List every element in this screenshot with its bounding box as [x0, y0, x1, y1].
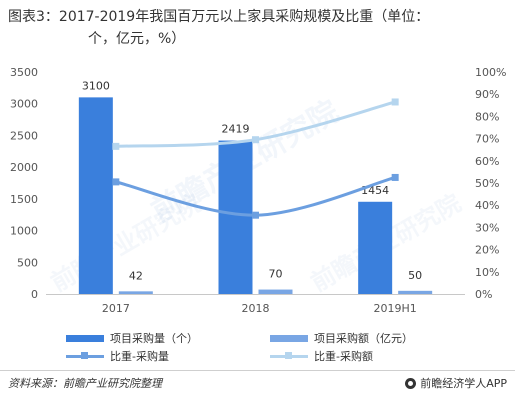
legend-item-bar-amount: 项目采购额（亿元）: [270, 330, 413, 346]
chart-title-line1: 图表3：2017-2019年我国百万元以上家具采购规模及比重（单位：: [8, 9, 430, 25]
data-label: 42: [129, 269, 143, 282]
y-left-tick-label: 2500: [10, 129, 38, 142]
watermark-text: 前瞻产业研究院: [46, 189, 205, 297]
data-label: 1454: [361, 184, 389, 197]
legend-label-bar-amount: 项目采购额（亿元）: [314, 332, 413, 345]
x-tick-label: 2018: [242, 302, 270, 315]
legend-item-bar-count: 项目采购量（个）: [66, 330, 198, 346]
chart-title-line2: 个，亿元，%）: [88, 31, 186, 47]
y-left-tick-label: 3000: [10, 98, 38, 111]
line-share-amount-point: [252, 136, 259, 144]
legend-label-line-count: 比重-采购量: [110, 350, 169, 363]
line-share-count-point: [391, 173, 399, 181]
source-note: 资料来源：前瞻产业研究院整理: [8, 377, 162, 390]
line-share-count-point: [112, 178, 120, 186]
y-right-tick-label: 30%: [475, 221, 499, 234]
line-share-amount-point: [112, 142, 120, 150]
bar-amount: [258, 289, 293, 294]
data-label: 50: [408, 269, 422, 282]
brand-credit: 前瞻经济学人APP: [405, 375, 507, 391]
bar-amount: [398, 290, 433, 294]
legend-swatch-line-amount: [270, 352, 308, 359]
line-share-amount-point: [391, 98, 399, 106]
bar-count: [78, 97, 113, 294]
legend-swatch-bar-amount: [270, 334, 308, 342]
line-share-count-point: [252, 211, 259, 219]
x-tick-label: 2019H1: [374, 302, 417, 315]
y-right-tick-label: 80%: [475, 110, 499, 123]
y-right-tick-label: 60%: [475, 155, 499, 168]
y-right-tick-label: 40%: [475, 199, 499, 212]
footer-divider: [0, 370, 515, 371]
brand-logo-icon: [405, 377, 417, 389]
bar-amount: [118, 291, 153, 294]
data-label: 70: [269, 268, 283, 281]
legend-swatch-line-count: [66, 352, 104, 359]
legend-item-line-count: 比重-采购量: [66, 348, 169, 364]
bar-count: [358, 201, 393, 294]
brand-label: 前瞻经济学人APP: [420, 377, 507, 390]
y-right-tick-label: 90%: [475, 88, 499, 101]
y-right-tick-label: 10%: [475, 266, 499, 279]
y-left-tick-label: 2000: [10, 161, 38, 174]
y-right-tick-label: 70%: [475, 133, 499, 146]
legend-label-line-amount: 比重-采购额: [314, 350, 373, 363]
legend-label-bar-count: 项目采购量（个）: [110, 332, 198, 345]
y-left-tick-label: 500: [17, 256, 38, 269]
y-right-tick-label: 50%: [475, 177, 499, 190]
data-label: 3100: [82, 79, 110, 92]
x-tick-label: 2017: [102, 302, 130, 315]
y-right-tick-label: 20%: [475, 244, 499, 257]
y-left-tick-label: 3500: [10, 66, 38, 79]
y-left-tick-label: 1500: [10, 193, 38, 206]
legend-item-line-amount: 比重-采购额: [270, 348, 373, 364]
y-left-tick-label: 1000: [10, 225, 38, 238]
y-right-tick-label: 0%: [475, 288, 492, 301]
y-left-tick-label: 0: [31, 288, 38, 301]
data-label: 2419: [222, 123, 250, 136]
chart-title: 图表3：2017-2019年我国百万元以上家具采购规模及比重（单位： 个，亿元，…: [8, 6, 508, 50]
legend-swatch-bar-count: [66, 334, 104, 342]
bar-count: [218, 140, 253, 294]
y-right-tick-label: 100%: [475, 66, 506, 79]
